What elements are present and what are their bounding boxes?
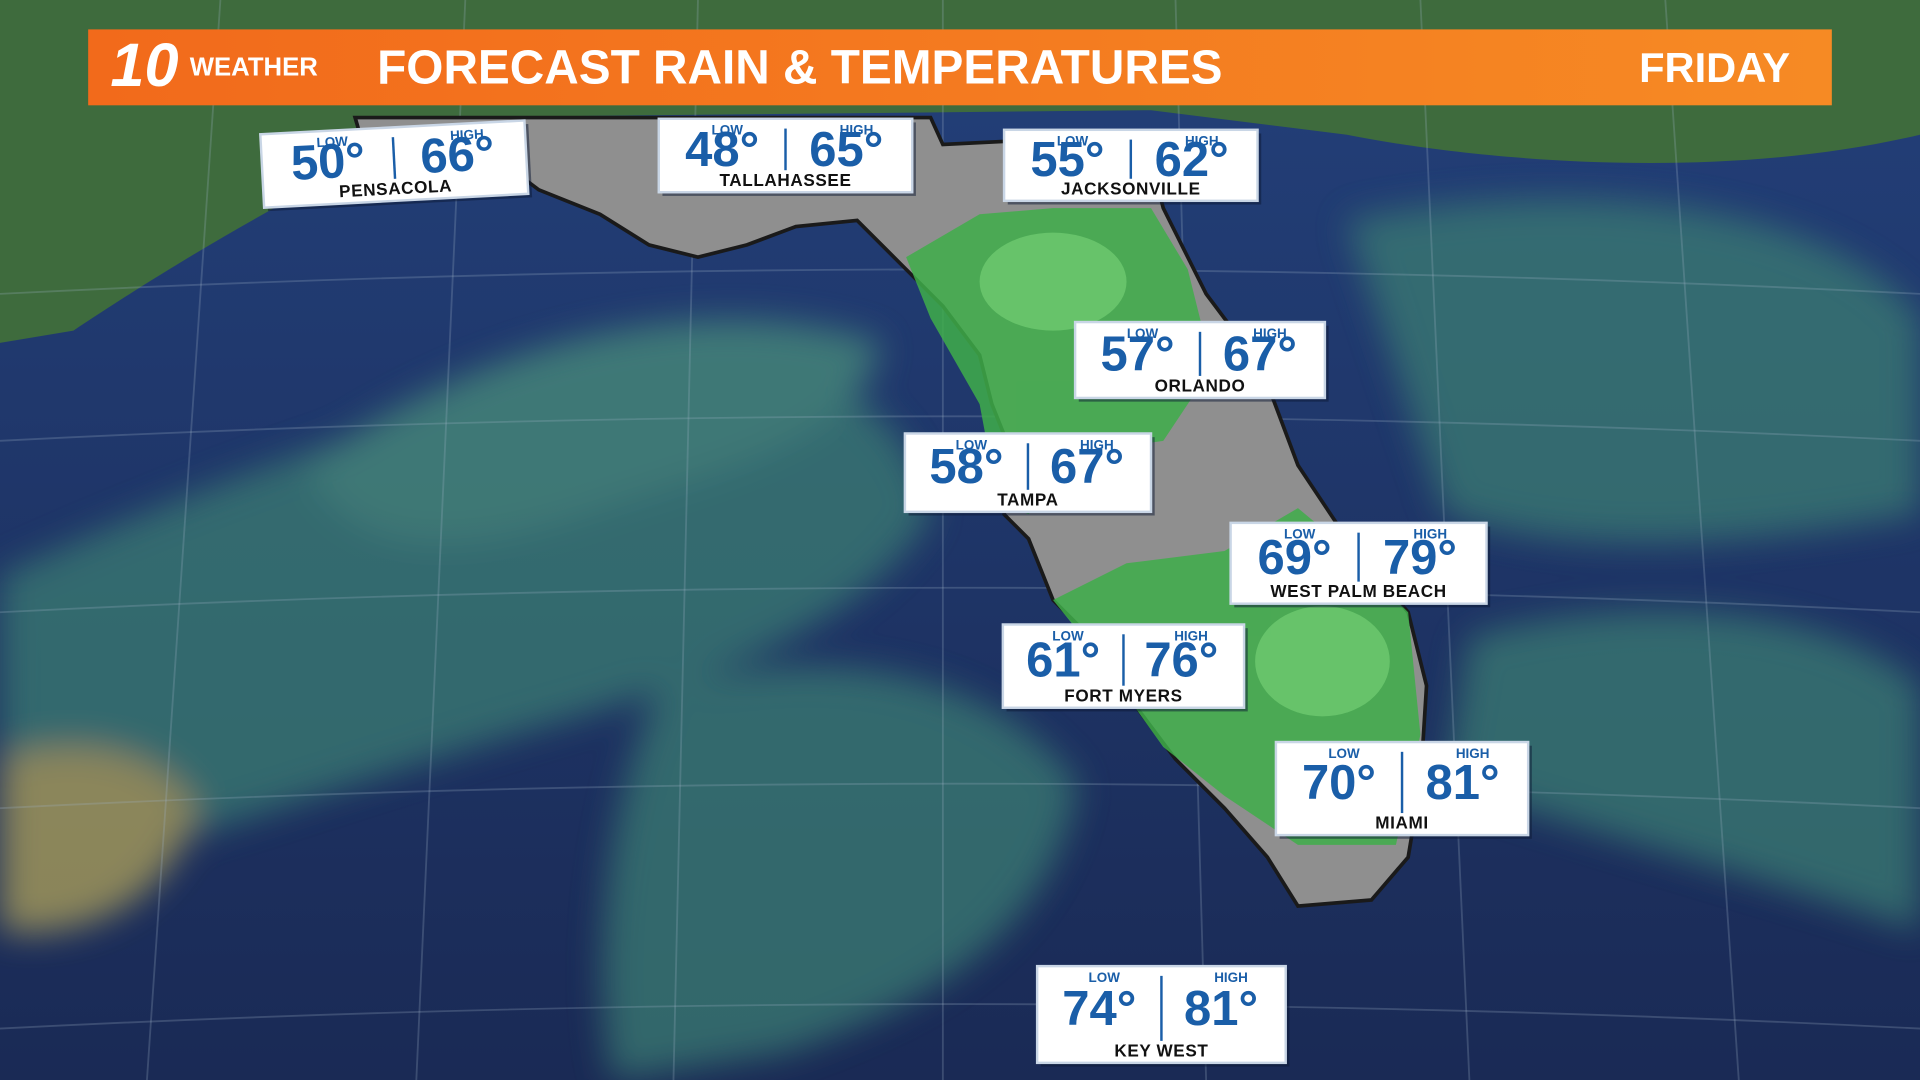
rain-swaths	[0, 199, 1920, 1080]
city-name: MIAMI	[1375, 813, 1428, 833]
low-label: LOW	[956, 437, 988, 452]
low-temp: 61°	[1026, 634, 1100, 688]
logo-number: 10	[110, 31, 178, 99]
low-label: LOW	[1127, 326, 1159, 341]
low-temp: 57°	[1101, 327, 1175, 381]
low-label: LOW	[1052, 628, 1084, 643]
header-bar	[88, 29, 1832, 106]
city-name: FORT MYERS	[1064, 685, 1182, 705]
high-label: HIGH	[1214, 970, 1248, 985]
low-temp: 55°	[1030, 133, 1104, 187]
high-label: HIGH	[840, 123, 874, 138]
title: FORECAST RAIN & TEMPERATURES	[377, 42, 1222, 95]
low-label: LOW	[1089, 970, 1121, 985]
city-card: LOW HIGH 74° 81° KEY WEST	[1035, 964, 1290, 1067]
city-card: LOW HIGH 57° 67°ORLANDO	[1073, 320, 1329, 402]
city-card: LOW HIGH 58° 67°TAMPA	[903, 432, 1155, 516]
high-temp: 65°	[809, 123, 883, 177]
city-card: LOW HIGH 61° 76°FORT MYERS	[1001, 623, 1248, 712]
high-temp: 79°	[1383, 531, 1457, 585]
low-temp: 50°	[290, 133, 367, 191]
high-label: HIGH	[450, 126, 484, 143]
high-temp: 67°	[1223, 327, 1297, 381]
low-temp: 48°	[685, 123, 759, 177]
high-label: HIGH	[1413, 527, 1447, 542]
high-temp: 81°	[1426, 756, 1500, 810]
low-temp: 69°	[1258, 531, 1332, 585]
low-temp: 58°	[929, 440, 1003, 494]
high-temp: 66°	[419, 126, 496, 184]
city-name: TALLAHASSEE	[720, 170, 852, 190]
high-label: HIGH	[1253, 326, 1287, 341]
city-name: TAMPA	[997, 489, 1058, 509]
low-label: LOW	[1328, 746, 1360, 761]
city-name: WEST PALM BEACH	[1270, 581, 1446, 601]
card-divider	[391, 137, 397, 179]
high-temp: 67°	[1050, 440, 1124, 494]
city-card: LOW HIGH 48° 65°TALLAHASSEE	[657, 117, 916, 196]
low-label: LOW	[1284, 527, 1316, 542]
low-label: LOW	[316, 134, 348, 151]
city-card: LOW HIGH 70° 81° MIAMI	[1274, 740, 1532, 839]
high-label: HIGH	[1174, 628, 1208, 643]
low-temp: 74°	[1062, 982, 1136, 1036]
low-label: LOW	[712, 123, 744, 138]
high-label: HIGH	[1080, 437, 1114, 452]
high-temp: 76°	[1144, 634, 1218, 688]
city-card: LOW HIGH 69° 79°WEST PALM BEACH	[1229, 521, 1491, 608]
high-temp: 62°	[1155, 133, 1229, 187]
low-temp: 70°	[1302, 756, 1376, 810]
high-label: HIGH	[1185, 134, 1219, 149]
high-label: HIGH	[1456, 746, 1490, 761]
city-name: KEY WEST	[1114, 1040, 1208, 1060]
logo-text: WEATHER	[190, 53, 318, 81]
high-temp: 81°	[1184, 982, 1258, 1036]
rain-heavier	[979, 232, 1390, 717]
low-label: LOW	[1057, 134, 1089, 149]
city-name: ORLANDO	[1155, 375, 1246, 395]
city-card: LOW HIGH 55° 62°JACKSONVILLE	[1002, 128, 1262, 205]
city-name: JACKSONVILLE	[1061, 178, 1201, 198]
day: FRIDAY	[1639, 44, 1790, 91]
